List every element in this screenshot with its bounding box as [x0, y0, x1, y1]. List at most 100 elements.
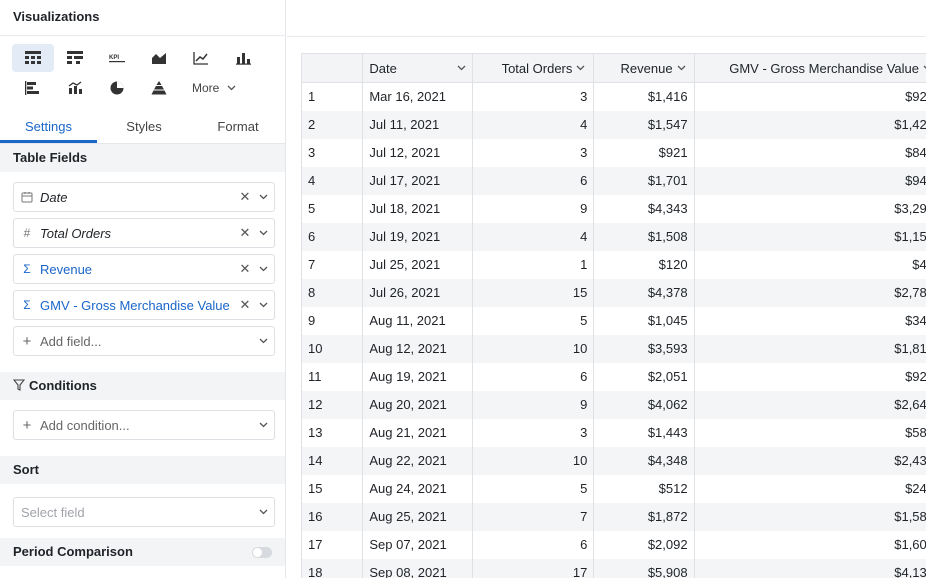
cell-total-orders: 4	[472, 110, 595, 139]
cell-date: Jul 18, 2021	[362, 194, 473, 223]
viz-bar-button[interactable]	[222, 44, 264, 72]
cell-gmv: $1,425	[694, 110, 926, 139]
tab-styles[interactable]: Styles	[126, 119, 162, 134]
chevron-down-icon[interactable]	[457, 65, 466, 71]
remove-field-icon[interactable]: ✕	[239, 297, 251, 312]
col-header-revenue[interactable]: Revenue	[593, 53, 695, 83]
viz-combo-button[interactable]	[54, 74, 96, 102]
col-header-total-orders[interactable]: Total Orders	[472, 53, 595, 83]
field-revenue[interactable]: Σ Revenue ✕	[13, 254, 275, 284]
row-index: 16	[300, 502, 364, 531]
viz-funnel-button[interactable]	[138, 74, 180, 102]
sigma-icon: Σ	[23, 262, 31, 276]
cell-date: Aug 11, 2021	[362, 306, 473, 335]
cell-gmv: $923	[694, 82, 926, 111]
cell-gmv: $4,133	[694, 558, 926, 578]
cell-total-orders: 10	[472, 334, 595, 363]
row-index: 2	[300, 110, 364, 139]
viz-line-button[interactable]	[180, 44, 222, 72]
viz-table-button[interactable]	[12, 44, 54, 72]
field-total-orders[interactable]: # Total Orders ✕	[13, 218, 275, 248]
row-index: 4	[300, 166, 364, 195]
cell-total-orders: 6	[472, 166, 595, 195]
add-field-button[interactable]: + Add field...	[13, 326, 275, 356]
remove-field-icon[interactable]: ✕	[239, 189, 251, 204]
tab-format[interactable]: Format	[217, 119, 259, 134]
remove-field-icon[interactable]: ✕	[239, 225, 251, 240]
svg-text:KPI: KPI	[109, 55, 119, 61]
viz-more-button[interactable]: More	[192, 74, 236, 102]
cell-gmv: $1,602	[694, 530, 926, 559]
viz-area-button[interactable]	[138, 44, 180, 72]
chevron-down-icon[interactable]	[252, 338, 274, 344]
row-index: 12	[300, 390, 364, 419]
viz-horizontal-bar-button[interactable]	[12, 74, 54, 102]
table-icon	[25, 51, 41, 64]
chevron-down-icon	[227, 85, 236, 91]
cell-revenue: $4,343	[593, 194, 695, 223]
sort-select[interactable]: Select field	[13, 497, 275, 527]
chevron-down-icon[interactable]	[252, 302, 274, 308]
horizontal-bar-icon	[25, 81, 39, 95]
cell-revenue: $4,348	[593, 446, 695, 475]
chevron-down-icon[interactable]	[677, 65, 686, 71]
chevron-down-icon[interactable]	[576, 65, 585, 71]
period-comparison-title: Period Comparison	[13, 544, 133, 559]
chevron-down-icon[interactable]	[252, 509, 274, 515]
cell-date: Sep 07, 2021	[362, 530, 473, 559]
chevron-down-icon[interactable]	[923, 65, 926, 71]
cell-gmv: $3,296	[694, 194, 926, 223]
chevron-down-icon[interactable]	[252, 422, 274, 428]
field-date[interactable]: Date ✕	[13, 182, 275, 212]
tab-settings[interactable]: Settings	[0, 113, 97, 143]
cell-revenue: $2,051	[593, 362, 695, 391]
cell-revenue: $1,508	[593, 222, 695, 251]
cell-revenue: $5,908	[593, 558, 695, 578]
viz-kpi-button[interactable]: KPI	[96, 44, 138, 72]
field-gmv[interactable]: Σ GMV - Gross Merchandise Value ✕	[13, 290, 275, 320]
col-header-gmv[interactable]: GMV - Gross Merchandise Value	[694, 53, 926, 83]
period-comparison-toggle[interactable]	[252, 547, 272, 558]
row-index: 15	[300, 474, 364, 503]
cell-gmv: $40	[694, 250, 926, 279]
cell-date: Aug 22, 2021	[362, 446, 473, 475]
chevron-down-icon[interactable]	[252, 194, 274, 200]
cell-date: Aug 25, 2021	[362, 502, 473, 531]
cell-revenue: $1,443	[593, 418, 695, 447]
chevron-down-icon[interactable]	[252, 230, 274, 236]
pyramid-chart-icon	[151, 81, 167, 95]
area-chart-icon	[152, 53, 166, 64]
add-condition-button[interactable]: + Add condition...	[13, 410, 275, 440]
remove-field-icon[interactable]: ✕	[239, 261, 251, 276]
col-header-index	[300, 53, 364, 83]
col-header-date[interactable]: Date	[362, 53, 473, 83]
field-label: Total Orders	[40, 225, 112, 241]
chevron-down-icon[interactable]	[252, 266, 274, 272]
kpi-icon: KPI	[109, 55, 125, 63]
viz-pivot-button[interactable]	[54, 44, 96, 72]
cell-date: Aug 19, 2021	[362, 362, 473, 391]
cell-total-orders: 3	[472, 418, 595, 447]
cell-total-orders: 9	[472, 194, 595, 223]
cell-gmv: $941	[694, 166, 926, 195]
viz-pie-button[interactable]	[96, 74, 138, 102]
row-index: 18	[300, 558, 364, 578]
